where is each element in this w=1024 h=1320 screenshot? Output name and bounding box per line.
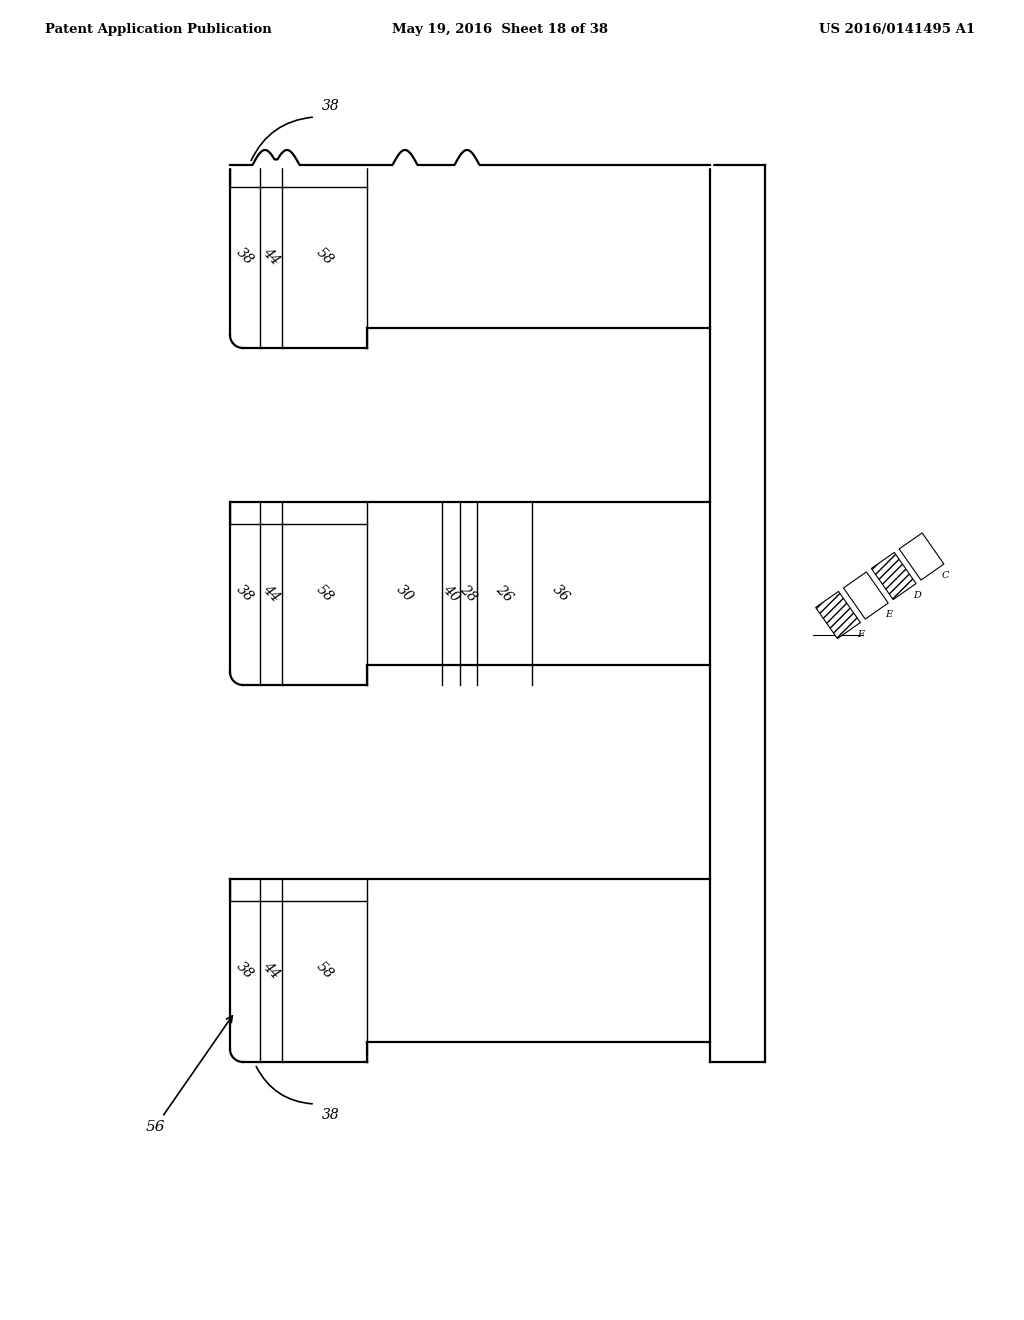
Bar bbox=[532, 502, 590, 685]
Text: Patent Application Publication: Patent Application Publication bbox=[45, 22, 271, 36]
Text: F: F bbox=[857, 630, 864, 639]
Text: 58: 58 bbox=[313, 960, 336, 982]
Text: 38: 38 bbox=[233, 960, 256, 982]
Text: 40: 40 bbox=[439, 582, 462, 605]
Text: 44: 44 bbox=[260, 960, 283, 982]
Text: 58: 58 bbox=[313, 246, 336, 268]
Bar bbox=[816, 591, 860, 639]
Bar bbox=[899, 533, 944, 579]
Bar bbox=[442, 502, 460, 685]
Bar bbox=[871, 552, 916, 599]
Text: 44: 44 bbox=[260, 582, 283, 605]
Bar bbox=[230, 165, 710, 348]
Bar bbox=[367, 502, 442, 685]
Text: E: E bbox=[886, 610, 893, 619]
Bar bbox=[367, 165, 710, 348]
Text: 38: 38 bbox=[322, 1107, 340, 1122]
Bar bbox=[230, 502, 260, 685]
Text: 26: 26 bbox=[494, 582, 516, 605]
Bar bbox=[230, 879, 260, 1063]
Text: 58: 58 bbox=[313, 582, 336, 605]
Bar bbox=[282, 502, 367, 685]
Bar bbox=[282, 165, 367, 348]
Text: D: D bbox=[913, 591, 922, 599]
Bar bbox=[460, 502, 477, 685]
Bar bbox=[710, 165, 765, 1063]
Bar bbox=[260, 502, 282, 685]
Text: 44: 44 bbox=[260, 246, 283, 268]
Text: 38: 38 bbox=[322, 99, 340, 114]
Bar bbox=[260, 165, 282, 348]
Text: 38: 38 bbox=[233, 582, 256, 605]
Text: 38: 38 bbox=[233, 246, 256, 268]
Bar bbox=[230, 165, 260, 348]
Text: US 2016/0141495 A1: US 2016/0141495 A1 bbox=[819, 22, 975, 36]
Bar bbox=[844, 572, 888, 619]
Bar bbox=[260, 879, 282, 1063]
Bar bbox=[282, 879, 367, 1063]
Text: 56: 56 bbox=[145, 1016, 232, 1134]
Bar bbox=[230, 502, 710, 685]
Text: 36: 36 bbox=[550, 582, 572, 605]
Bar bbox=[367, 879, 710, 1063]
Text: 30: 30 bbox=[393, 582, 416, 605]
Bar bbox=[477, 502, 532, 685]
Bar bbox=[230, 879, 710, 1063]
Text: 28: 28 bbox=[458, 582, 479, 605]
Text: C: C bbox=[941, 572, 948, 581]
Text: May 19, 2016  Sheet 18 of 38: May 19, 2016 Sheet 18 of 38 bbox=[392, 22, 608, 36]
